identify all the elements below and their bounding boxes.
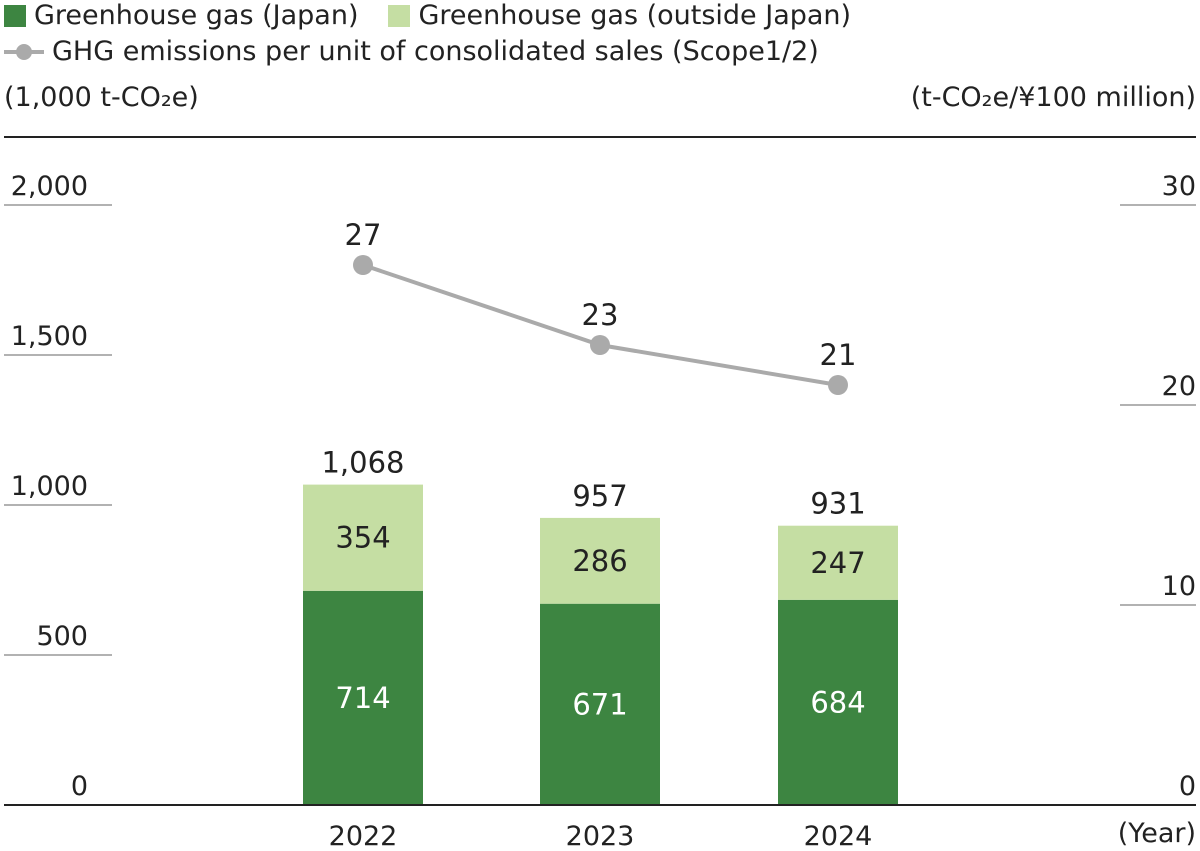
bar-outside-value: 354	[335, 521, 390, 555]
right-tick-label: 0	[1179, 771, 1196, 802]
bar-total-value: 1,068	[321, 446, 404, 480]
x-tick-label: 2023	[566, 821, 635, 851]
bar-outside	[778, 525, 898, 600]
bar-outside	[303, 484, 423, 591]
line-point	[828, 375, 848, 395]
legend-item-outside: Greenhouse gas (outside Japan)	[388, 0, 851, 31]
right-tick-label: 30	[1162, 171, 1196, 202]
right-tick-label: 20	[1162, 371, 1196, 402]
bar-outside	[540, 517, 660, 604]
line-point-value: 27	[345, 218, 382, 252]
legend-item-line: GHG emissions per unit of consolidated s…	[4, 36, 819, 67]
legend-row-1: Greenhouse gas (Japan) Greenhouse gas (o…	[4, 0, 881, 31]
legend-swatch-line	[4, 42, 44, 62]
bar-outside-value: 286	[572, 544, 627, 578]
legend-label-japan: Greenhouse gas (Japan)	[34, 0, 359, 31]
legend-label-outside: Greenhouse gas (outside Japan)	[418, 0, 852, 31]
left-axis-unit: (1,000 t-CO₂e)	[4, 82, 199, 113]
x-tick-label: 2024	[804, 821, 873, 851]
right-axis-unit: (t-CO₂e/¥100 million)	[910, 82, 1196, 113]
bar-japan-value: 684	[810, 685, 865, 719]
legend-item-japan: Greenhouse gas (Japan)	[4, 0, 358, 31]
line-point-value: 21	[820, 338, 857, 372]
bar-japan	[540, 603, 660, 805]
bar-outside-value: 247	[810, 546, 865, 580]
line-point	[353, 255, 373, 275]
bar-japan-value: 671	[572, 687, 627, 721]
line-point	[590, 335, 610, 355]
legend-label-line: GHG emissions per unit of consolidated s…	[52, 36, 819, 67]
left-tick-label: 1,000	[11, 471, 88, 502]
bar-total-value: 931	[810, 487, 865, 521]
bar-japan	[303, 590, 423, 805]
right-tick-label: 10	[1162, 571, 1196, 602]
line-point-value: 23	[582, 298, 619, 332]
bar-japan-value: 714	[335, 681, 390, 715]
x-tick-label: 2022	[329, 821, 398, 851]
bar-total-value: 957	[572, 479, 627, 513]
legend-swatch-outside	[388, 4, 411, 27]
x-axis-label: (Year)	[1118, 818, 1196, 849]
left-tick-label: 1,500	[11, 321, 88, 352]
left-tick-label: 2,000	[11, 171, 88, 202]
left-tick-label: 500	[36, 621, 88, 652]
bar-japan	[778, 599, 898, 805]
left-tick-label: 0	[71, 771, 88, 802]
legend-row-2: GHG emissions per unit of consolidated s…	[4, 36, 849, 67]
legend-swatch-japan	[4, 4, 26, 27]
